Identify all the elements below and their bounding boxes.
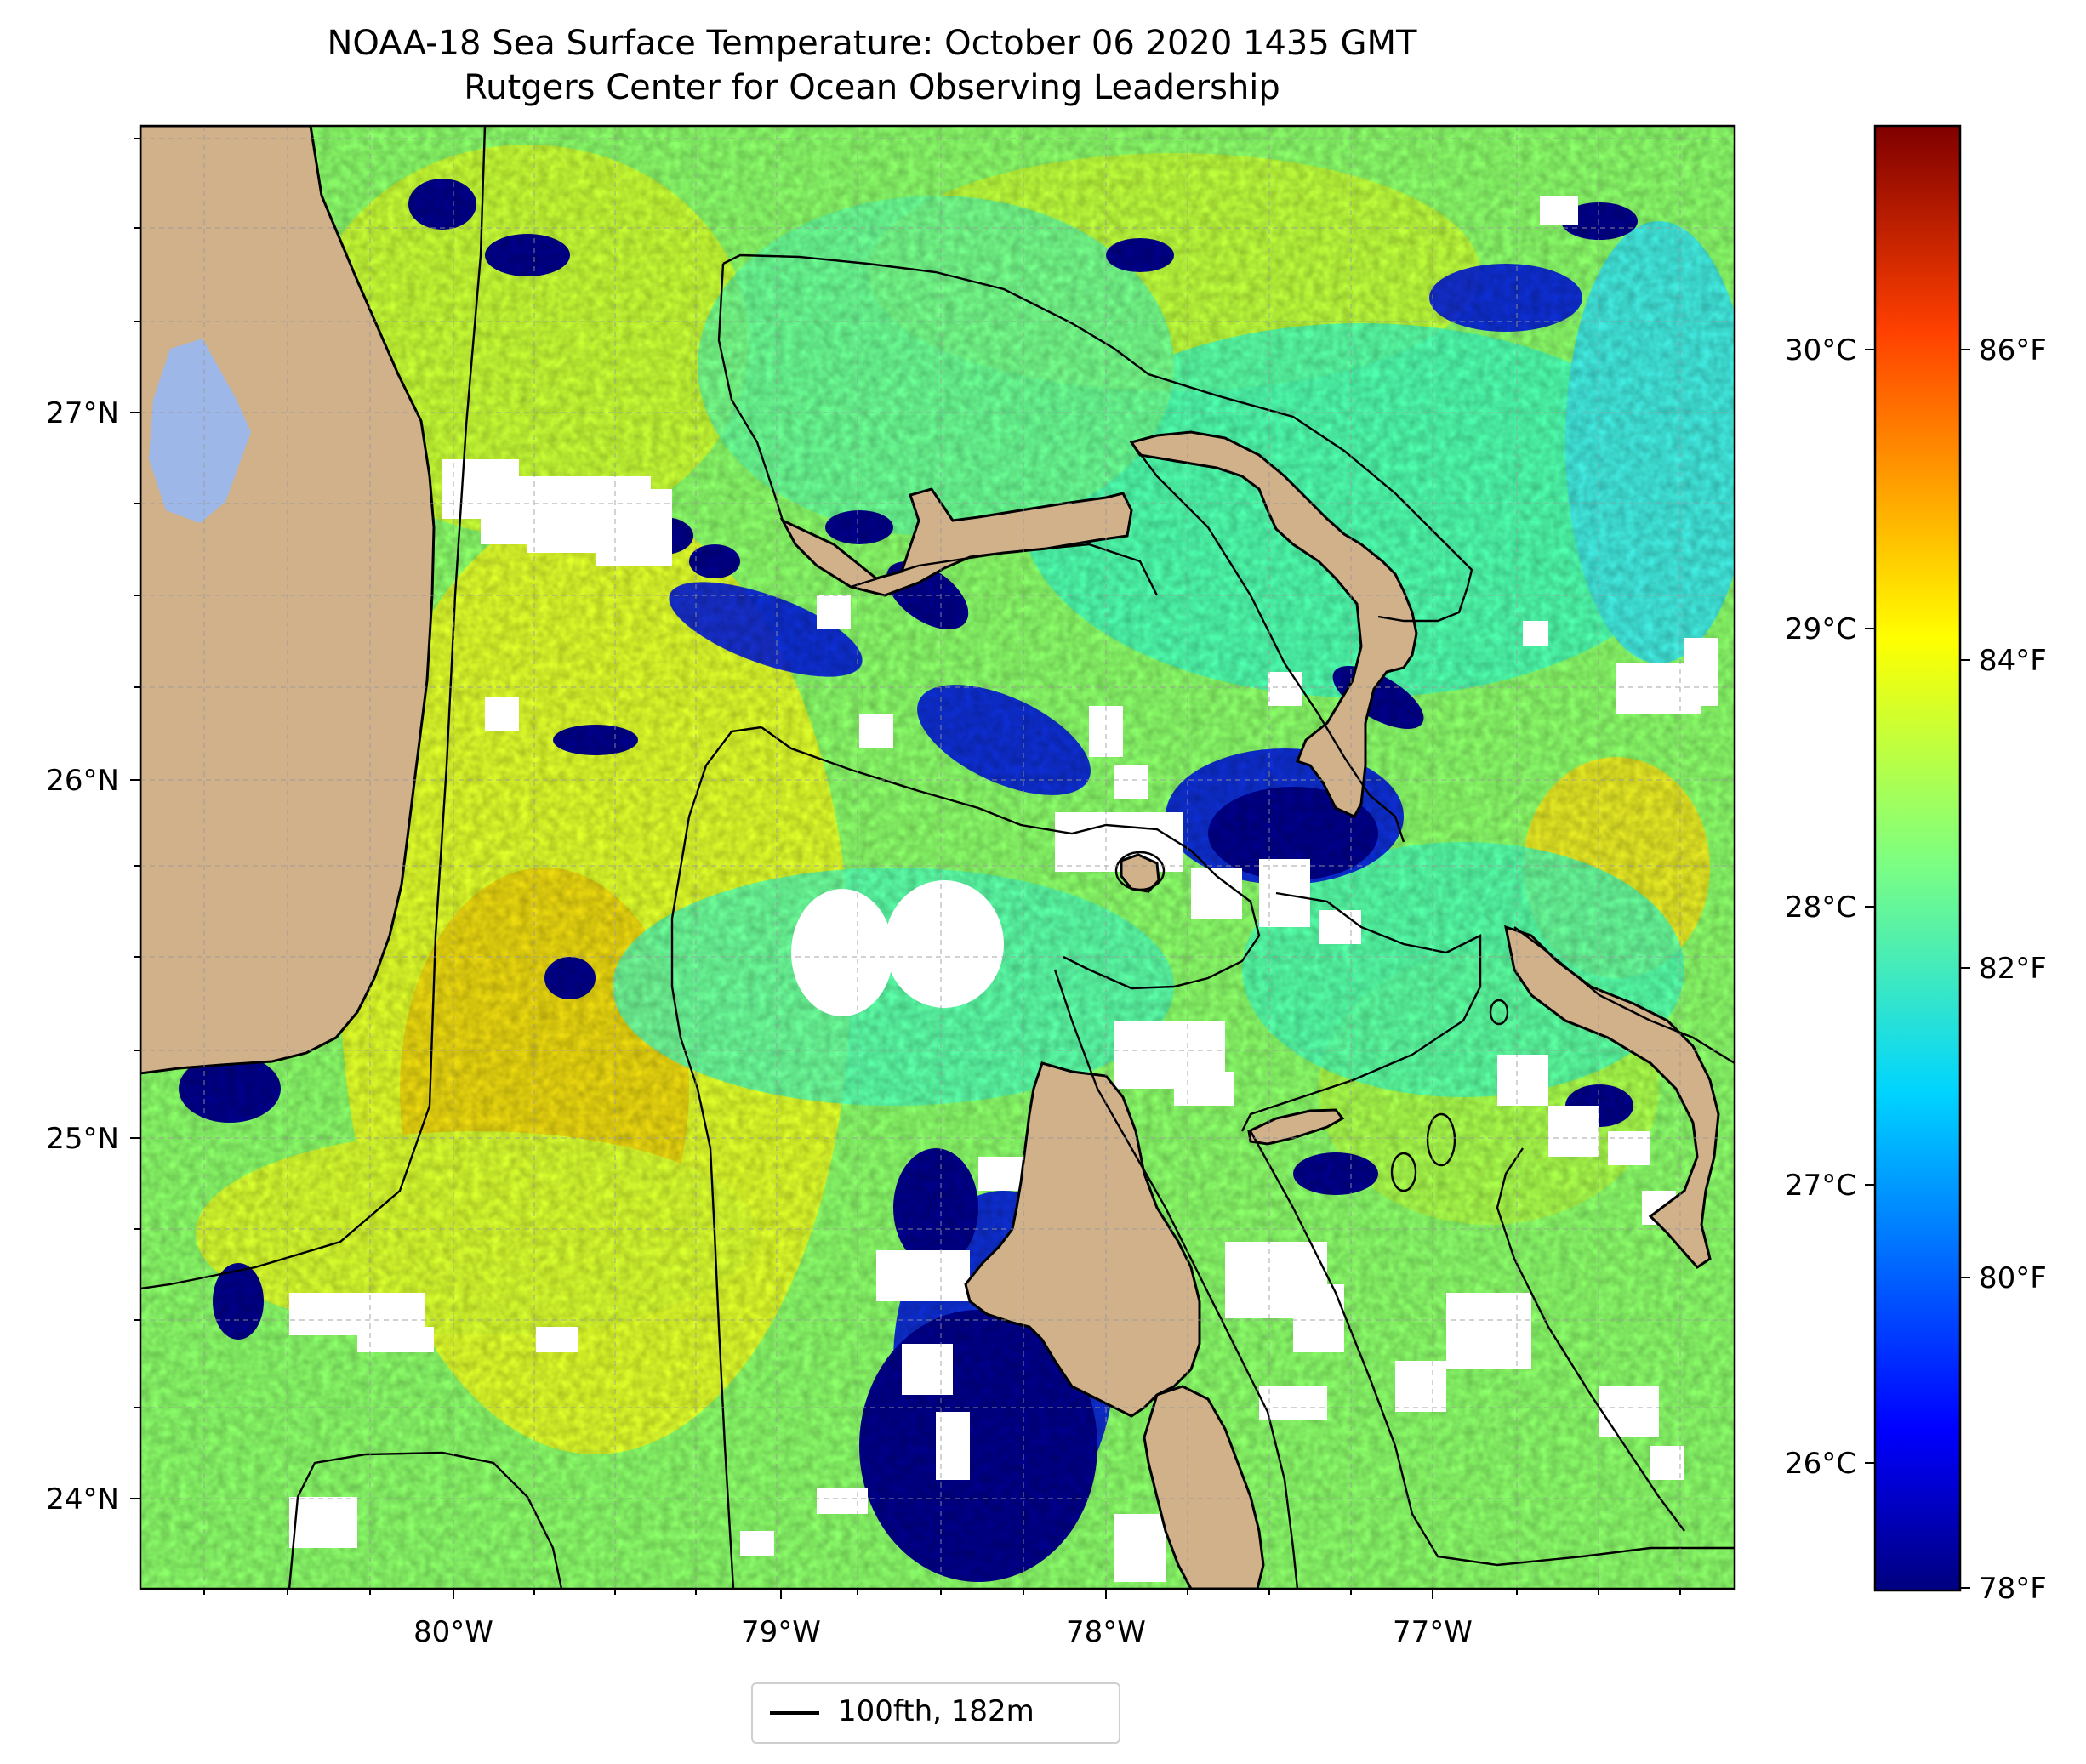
lat-tick-label: 24°N bbox=[46, 1482, 119, 1516]
lon-tick-label: 78°W bbox=[1066, 1615, 1146, 1649]
lon-tick-label: 77°W bbox=[1393, 1615, 1473, 1649]
legend-line-swatch bbox=[770, 1711, 819, 1715]
colorbar bbox=[1873, 124, 1962, 1592]
map-subtitle: Rutgers Center for Ocean Observing Leade… bbox=[464, 68, 1280, 107]
colorbar-celsius-label: 29°C bbox=[1785, 612, 1856, 646]
legend: 100fth, 182m bbox=[751, 1682, 1120, 1744]
map-frame bbox=[139, 124, 1736, 1590]
colorbar-celsius-label: 28°C bbox=[1785, 891, 1856, 925]
lon-tick-label: 80°W bbox=[413, 1615, 493, 1649]
colorbar-fahrenheit-label: 78°F bbox=[1979, 1572, 2047, 1606]
colorbar-fahrenheit-label: 86°F bbox=[1979, 333, 2047, 367]
lat-tick-label: 25°N bbox=[46, 1122, 119, 1156]
legend-label: 100fth, 182m bbox=[838, 1694, 1034, 1728]
land-andros bbox=[964, 1061, 1201, 1418]
gridlines bbox=[140, 126, 1735, 1589]
lat-tick-label: 26°N bbox=[46, 764, 119, 798]
colorbar-celsius-label: 30°C bbox=[1785, 333, 1856, 367]
colorbar-celsius-label: 26°C bbox=[1785, 1447, 1856, 1481]
lat-tick-label: 27°N bbox=[46, 396, 119, 430]
land-grand-bahama bbox=[779, 487, 1133, 597]
sst-field bbox=[140, 126, 1735, 1589]
lake-okeechobee bbox=[149, 339, 251, 523]
map-title: NOAA-18 Sea Surface Temperature: October… bbox=[327, 24, 1417, 63]
colorbar-fahrenheit-label: 82°F bbox=[1979, 952, 2047, 986]
axis-ticks bbox=[130, 138, 1681, 1599]
land-new-providence bbox=[1247, 1108, 1345, 1146]
missing-data-areas bbox=[289, 196, 1718, 1582]
colorbar-ticks bbox=[1865, 349, 1970, 1589]
land-andros-south bbox=[1143, 1385, 1265, 1589]
colorbar-fahrenheit-label: 80°F bbox=[1979, 1261, 2047, 1295]
land-eleuthera bbox=[1504, 925, 1720, 1269]
colorbar-celsius-label: 27°C bbox=[1785, 1169, 1856, 1203]
colorbar-fahrenheit-label: 84°F bbox=[1979, 644, 2047, 678]
lon-tick-label: 79°W bbox=[741, 1615, 821, 1649]
bathymetry-100fth-contours bbox=[140, 126, 1735, 1589]
